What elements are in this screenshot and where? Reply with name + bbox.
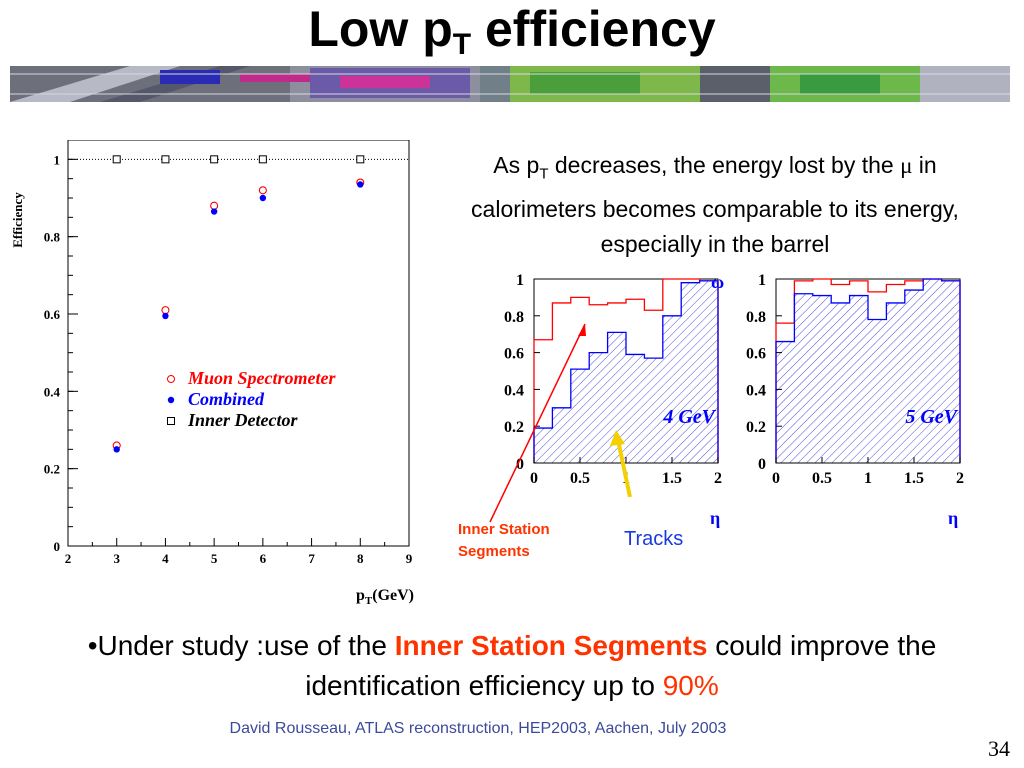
data-point-muon-spectrometer [161,306,170,315]
x-tick-label: 4 [162,551,169,566]
tracks-hatched-area [776,279,960,463]
conclusion-text: •Under study :use of the Inner Station S… [87,630,937,701]
legend-marker [167,375,175,383]
legend-label: Inner Detector [187,410,298,430]
x-tick-label: 7 [308,551,315,566]
tracks-histogram [533,280,719,463]
y-tick-label: 1 [54,152,61,167]
x-tick-label: 0 [530,470,538,487]
x-tick-label: 3 [113,551,120,566]
y-tick-label: 0.4 [44,384,61,399]
plot-frame [67,140,410,547]
y-tick-label: 0.6 [44,307,61,322]
slide-title: Low pT efficiency [308,1,716,61]
x-tick-label: 1.5 [904,470,924,487]
efficiency-vs-pt-chart: Efficiency 2 3 4 5 6 7 8 9 0 0.2 0.4 0.6 0.8 1 Muon S… [10,140,414,607]
y-tick-label: 0.8 [504,309,524,326]
energy-label: 5 GeV [905,406,958,428]
eta-label-1: η [710,508,720,528]
y-tick-label: 0.8 [44,230,61,245]
data-point-combined [113,446,120,453]
footer-credit: David Rousseau, ATLAS reconstruction, HE… [229,720,727,737]
legend-marker [167,417,175,425]
y-tick-label: 0.8 [746,309,766,326]
data-point-combined [162,312,169,320]
x-axis-label: pT(GeV) [356,587,414,607]
x-tick-label: 9 [406,551,413,566]
tracks-arrow-head [610,430,625,446]
inner-station-segments-annotation: Inner Station Segments [458,521,550,560]
data-point-muon-spectrometer [210,201,219,210]
y-tick-label: 0 [516,456,524,473]
legend-label: Muon Spectrometer [187,368,337,388]
x-tick-label: 8 [357,551,364,566]
x-tick-label: 5 [211,551,218,566]
description-text: As pT decreases, the energy lost by the … [471,152,959,257]
tracks-hatched-area [534,280,718,463]
x-tick-label: 1 [864,470,872,487]
iss-arrow-head [578,324,586,336]
eta-histograms: 0 0.2 0.4 0.6 0.8 1 0 0.5 1 1.5 2 4 GeV 0 0.2 0.4 0.6 0… [489,272,964,528]
energy-label: 4 GeV [662,406,716,428]
y-tick-label: 0.2 [504,419,524,436]
y-tick-label: 0.6 [746,346,766,363]
y-tick-label: 0 [54,539,61,554]
y-axis-label: Efficiency [10,192,25,248]
data-point-inner-detector [210,155,219,164]
x-tick-label: 0.5 [812,470,832,487]
x-tick-label: 6 [260,551,267,566]
inner-station-segments-histogram [533,278,719,463]
x-tick-label: 1.5 [662,470,682,487]
data-point-inner-detector [356,155,365,164]
y-tick-label: 0 [758,456,766,473]
legend-marker [167,396,175,404]
y-tick-label: 0.4 [504,382,524,399]
y-tick-label: 0.2 [44,462,60,477]
y-tick-label: 0.6 [504,346,524,363]
iss-arrow [489,323,586,523]
x-tick-label: 2 [65,551,72,566]
data-point-inner-detector [161,155,170,164]
y-tick-label: 1 [516,272,524,289]
data-point-combined [210,208,218,215]
y-tick-label: 0.2 [746,419,766,436]
tracks-arrow [616,439,632,498]
detector-banner-image [10,66,1010,102]
data-point-inner-detector [112,155,121,164]
data-point-combined [357,181,364,188]
data-point-inner-detector [258,155,267,164]
data-point-muon-spectrometer [258,186,267,195]
x-tick-label: 0 [772,470,780,487]
tracks-histogram [775,278,961,463]
y-tick-label: 0.4 [746,382,766,399]
omega-symbol: ω [711,272,724,292]
eta-label-2: η [948,508,958,528]
x-tick-label: 0.5 [570,470,590,487]
tracks-annotation: Tracks [624,528,684,550]
data-point-combined [259,194,267,202]
page-number: 34 [988,736,1010,761]
legend-label: Combined [188,389,265,409]
y-tick-label: 1 [758,272,766,289]
x-tick-label: 2 [714,470,722,487]
x-tick-label: 2 [956,470,964,487]
